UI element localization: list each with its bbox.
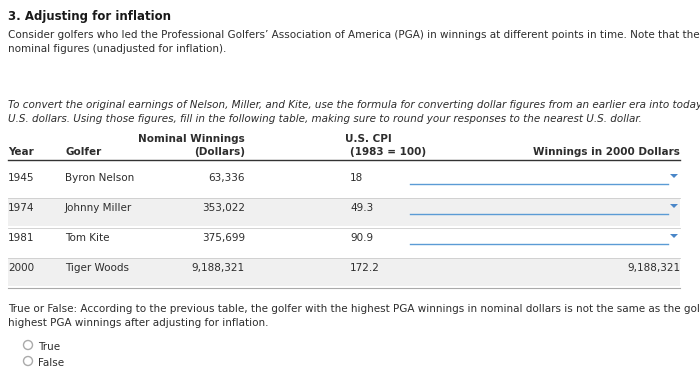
Text: To convert the original earnings of Nelson, Miller, and Kite, use the formula fo: To convert the original earnings of Nels… [8, 100, 700, 110]
Polygon shape [670, 204, 678, 208]
Text: 172.2: 172.2 [350, 263, 380, 273]
Text: False: False [38, 358, 64, 368]
Text: Byron Nelson: Byron Nelson [65, 173, 134, 183]
Text: 2000: 2000 [8, 263, 34, 273]
Text: 49.3: 49.3 [350, 203, 373, 213]
Text: highest PGA winnings after adjusting for inflation.: highest PGA winnings after adjusting for… [8, 318, 269, 328]
Polygon shape [670, 234, 678, 238]
Text: 9,188,321: 9,188,321 [192, 263, 245, 273]
Text: 353,022: 353,022 [202, 203, 245, 213]
Text: U.S. dollars. Using those figures, fill in the following table, making sure to r: U.S. dollars. Using those figures, fill … [8, 114, 642, 124]
Text: Nominal Winnings: Nominal Winnings [139, 134, 245, 144]
Text: 9,188,321: 9,188,321 [627, 263, 680, 273]
Text: 1981: 1981 [8, 233, 34, 243]
Text: Year: Year [8, 147, 34, 157]
Polygon shape [670, 174, 678, 178]
Text: Johnny Miller: Johnny Miller [65, 203, 132, 213]
Text: Tom Kite: Tom Kite [65, 233, 109, 243]
Text: 1945: 1945 [8, 173, 34, 183]
Text: Consider golfers who led the Professional Golfers’ Association of America (PGA) : Consider golfers who led the Professiona… [8, 30, 700, 40]
FancyBboxPatch shape [8, 198, 680, 226]
Text: nominal figures (unadjusted for inflation).: nominal figures (unadjusted for inflatio… [8, 44, 226, 54]
Text: Tiger Woods: Tiger Woods [65, 263, 129, 273]
Text: Winnings in 2000 Dollars: Winnings in 2000 Dollars [533, 147, 680, 157]
Text: 3. Adjusting for inflation: 3. Adjusting for inflation [8, 10, 171, 23]
Text: 1974: 1974 [8, 203, 34, 213]
Text: 18: 18 [350, 173, 363, 183]
Text: Golfer: Golfer [65, 147, 101, 157]
Text: 90.9: 90.9 [350, 233, 373, 243]
Text: (Dollars): (Dollars) [194, 147, 245, 157]
Text: True or False: According to the previous table, the golfer with the highest PGA : True or False: According to the previous… [8, 304, 700, 314]
Text: (1983 = 100): (1983 = 100) [350, 147, 426, 157]
Text: 63,336: 63,336 [209, 173, 245, 183]
Text: 375,699: 375,699 [202, 233, 245, 243]
FancyBboxPatch shape [8, 258, 680, 286]
Text: True: True [38, 342, 60, 352]
Text: U.S. CPI: U.S. CPI [345, 134, 392, 144]
